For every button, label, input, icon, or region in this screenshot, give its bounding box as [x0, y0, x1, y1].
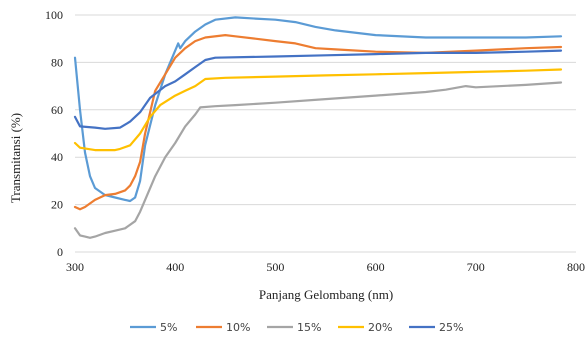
series-line-5	[73, 49, 563, 130]
x-tick-label: 500	[266, 260, 284, 274]
legend-label: 25%	[439, 321, 463, 334]
legend-item: 10%	[196, 321, 250, 334]
legend-item: 20%	[338, 321, 392, 334]
series-line-1	[73, 16, 563, 203]
y-tick-label: 60	[51, 103, 63, 117]
y-tick-label: 20	[51, 198, 63, 212]
x-tick-label: 300	[66, 260, 84, 274]
x-tick-label: 400	[166, 260, 184, 274]
legend-item: 25%	[409, 321, 463, 334]
x-tick-label: 700	[467, 260, 485, 274]
y-axis-title: Transmitansi (%)	[8, 113, 23, 203]
legend-label: 20%	[368, 321, 392, 334]
legend-item: 5%	[130, 321, 177, 334]
x-tick-label: 600	[367, 260, 385, 274]
legend-label: 5%	[160, 321, 177, 334]
series-line-4	[73, 68, 563, 152]
series-line-2	[73, 34, 563, 211]
axis-ticks: 0 20 40 60 80 100 300 400 500 600 700 800	[45, 8, 585, 274]
y-tick-label: 80	[51, 55, 63, 69]
x-tick-label: 800	[567, 260, 585, 274]
y-tick-label: 40	[51, 150, 63, 164]
legend-label: 10%	[226, 321, 250, 334]
legend: 5% 10% 15% 20% 25%	[130, 321, 463, 334]
gridlines	[75, 14, 576, 253]
y-tick-label: 100	[45, 8, 63, 22]
legend-label: 15%	[297, 321, 321, 334]
y-tick-label: 0	[57, 245, 63, 259]
x-axis-title: Panjang Gelombang (nm)	[259, 287, 393, 302]
series-line-3	[73, 81, 563, 239]
legend-item: 15%	[267, 321, 321, 334]
plot-area	[73, 16, 563, 239]
